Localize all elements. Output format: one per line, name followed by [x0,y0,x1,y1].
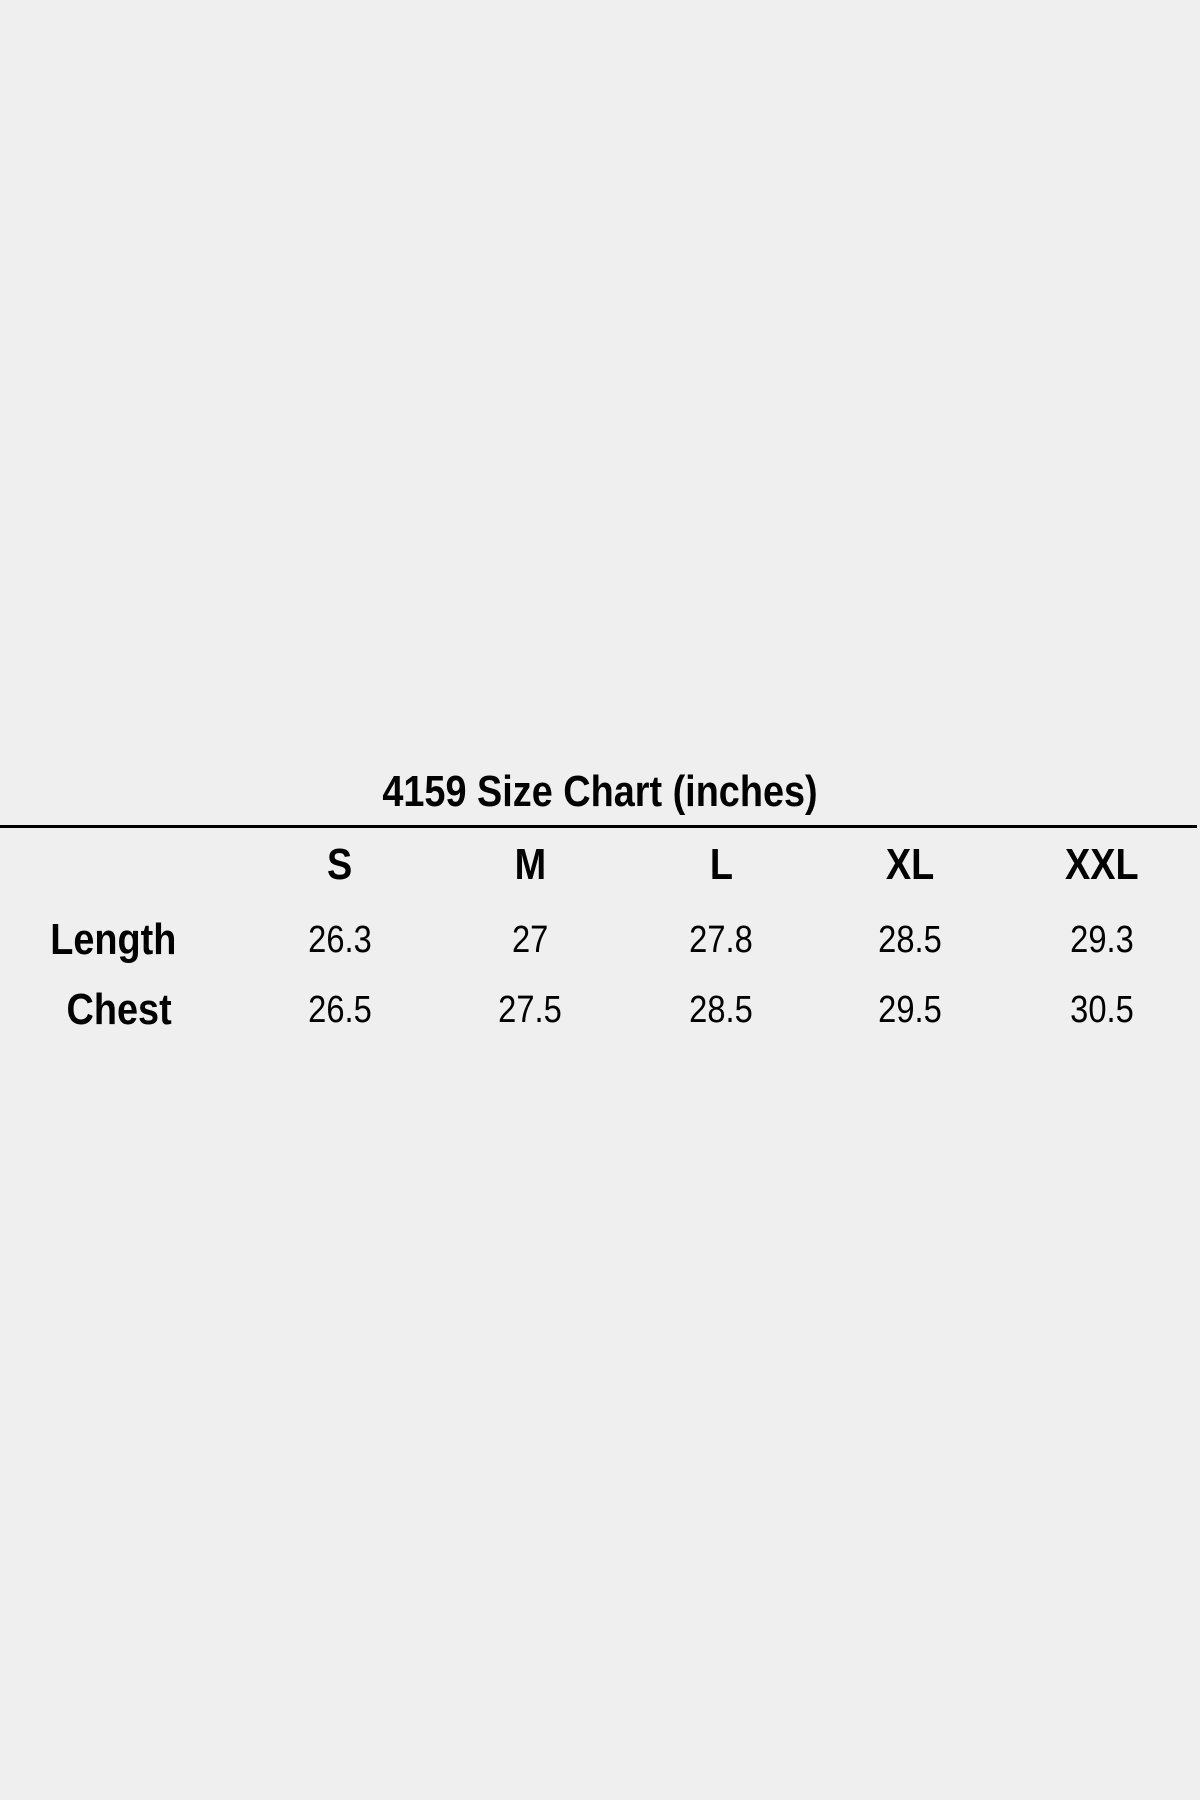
column-header-label: M [514,840,546,889]
table-cell: 30.5 [1002,985,1200,1035]
cell-value: 26.3 [308,919,372,961]
column-header-xxl: XXL [1002,840,1200,890]
table-cell: 28.5 [810,915,1010,965]
table-cell: 26.5 [240,985,440,1035]
column-header-xl: XL [810,840,1010,890]
column-header-m: M [430,840,630,890]
column-header-label: S [327,840,353,889]
column-header-label: XL [885,840,935,889]
cell-value: 27.5 [498,989,562,1031]
row-label-text: Length [49,915,177,964]
table-cell: 28.5 [621,985,821,1035]
title-divider [0,825,1197,828]
cell-value: 27 [511,919,549,961]
row-label-chest: Chest [19,985,219,1035]
table-cell: 27 [430,915,630,965]
table-cell: 27.5 [430,985,630,1035]
column-header-label: XXL [1065,840,1139,889]
cell-value: 26.5 [308,989,372,1031]
cell-value: 28.5 [878,919,942,961]
table-cell: 29.5 [810,985,1010,1035]
chart-title: 4159 Size Chart (inches) [382,767,818,816]
cell-value: 28.5 [689,989,753,1031]
column-header-s: S [240,840,440,890]
table-cell: 27.8 [621,915,821,965]
row-label-text: Chest [66,985,172,1034]
table-cell: 26.3 [240,915,440,965]
cell-value: 30.5 [1070,989,1134,1031]
cell-value: 27.8 [689,919,753,961]
row-label-length: Length [13,915,213,965]
column-header-label: L [709,840,733,889]
table-cell: 29.3 [1002,915,1200,965]
cell-value: 29.3 [1070,919,1134,961]
cell-value: 29.5 [878,989,942,1031]
column-header-l: L [621,840,821,890]
